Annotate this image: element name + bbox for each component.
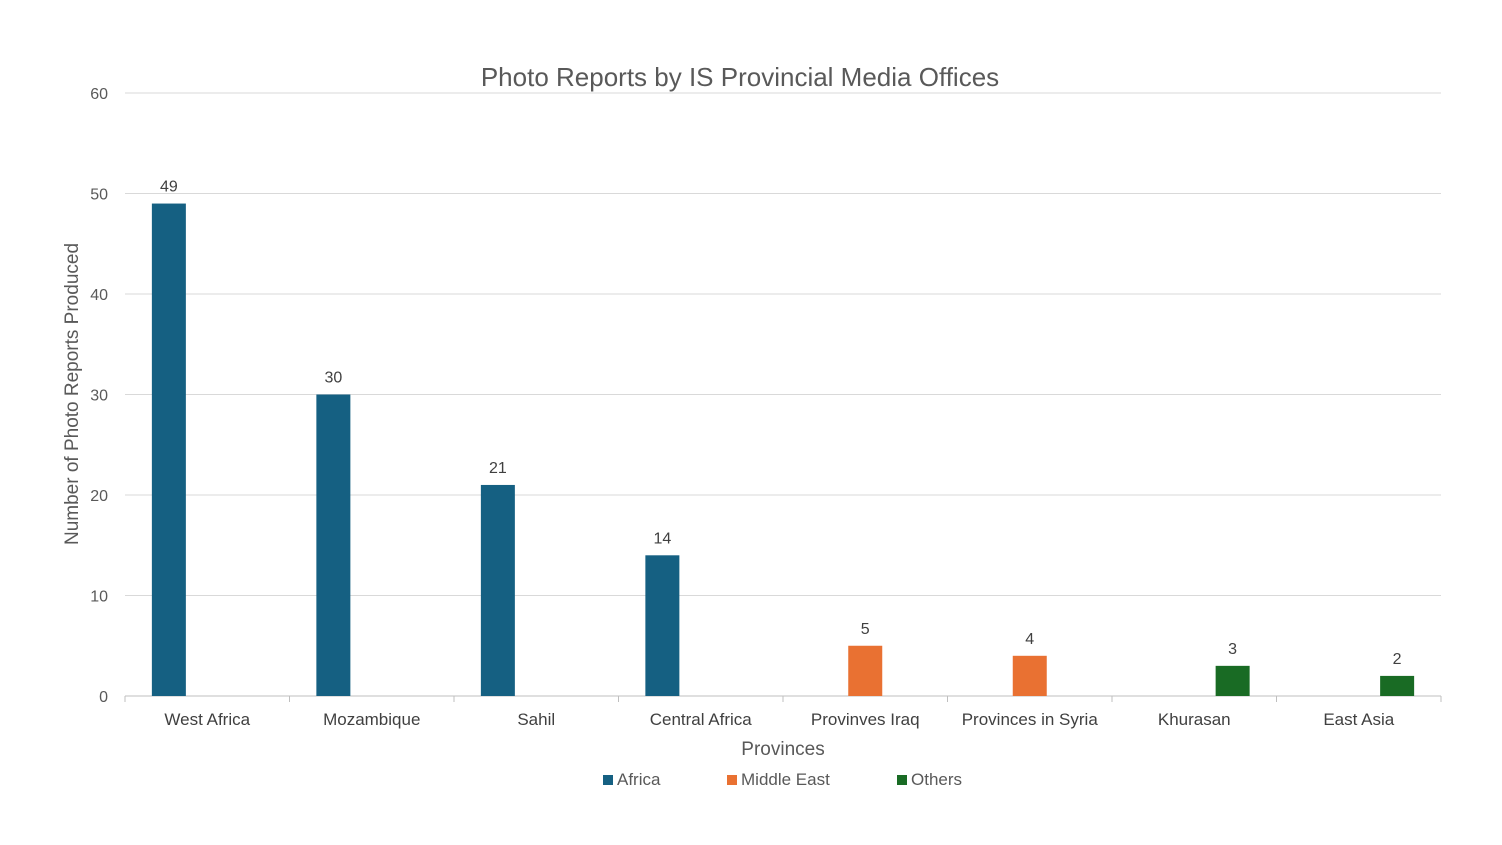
axes: 0 10 20 30 40 50 60 West Africa Mozambique Sahil C… xyxy=(90,86,1442,729)
y-axis-title: Number of Photo Reports Produced xyxy=(62,243,83,545)
data-label: 2 xyxy=(1393,651,1402,668)
y-tick-label: 0 xyxy=(99,689,108,706)
y-tick-label: 40 xyxy=(90,287,108,304)
bar xyxy=(848,645,883,696)
legend: Africa Middle East Others xyxy=(603,770,962,789)
data-label: 5 xyxy=(861,621,870,638)
bar xyxy=(480,484,515,696)
x-tick-label: Provinces in Syria xyxy=(962,710,1099,729)
legend-swatch xyxy=(603,775,613,785)
legend-swatch xyxy=(897,775,907,785)
data-label: 21 xyxy=(489,460,507,477)
chart-title: Photo Reports by IS Provincial Media Off… xyxy=(481,62,999,92)
x-tick-label: Central Africa xyxy=(650,710,753,729)
data-label: 3 xyxy=(1228,641,1237,658)
y-tick-label: 20 xyxy=(90,488,108,505)
bar xyxy=(1380,675,1415,696)
y-tick-label: 10 xyxy=(90,589,108,606)
data-label: 14 xyxy=(653,530,671,547)
data-label: 4 xyxy=(1025,631,1034,648)
data-labels: 49 30 21 14 5 4 3 2 xyxy=(160,179,1402,668)
data-label: 30 xyxy=(324,370,342,387)
legend-label: Middle East xyxy=(741,770,830,789)
bar xyxy=(151,203,186,697)
bar xyxy=(1215,665,1250,696)
legend-swatch xyxy=(727,775,737,785)
legend-label: Others xyxy=(911,770,962,789)
data-label: 49 xyxy=(160,179,178,196)
x-tick-label: Provinves Iraq xyxy=(811,710,920,729)
x-axis-title: Provinces xyxy=(741,739,824,760)
bar xyxy=(645,555,680,696)
y-tick-label: 30 xyxy=(90,388,108,405)
x-tick-label: East Asia xyxy=(1323,710,1394,729)
x-tick-label: Sahil xyxy=(517,710,555,729)
y-tick-label: 60 xyxy=(90,86,108,103)
x-tick-label: West Africa xyxy=(164,710,250,729)
x-tick-label: Khurasan xyxy=(1158,710,1231,729)
bar xyxy=(316,394,351,696)
y-tick-label: 50 xyxy=(90,187,108,204)
bars xyxy=(151,203,1415,697)
x-tick-label: Mozambique xyxy=(323,710,420,729)
bar xyxy=(1012,655,1047,696)
legend-label: Africa xyxy=(617,770,661,789)
